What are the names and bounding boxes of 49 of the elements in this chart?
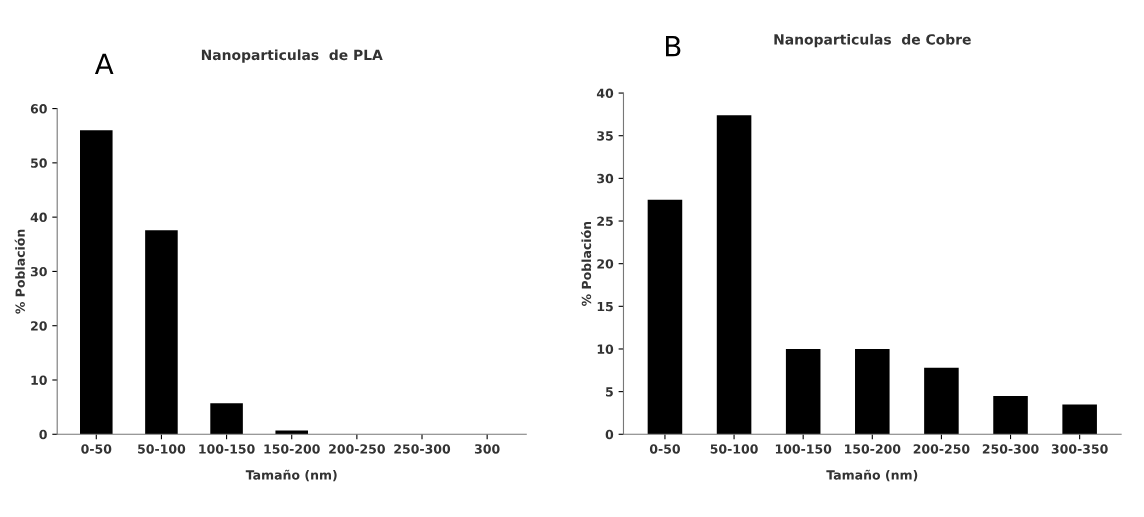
x-tick-label: 250-300 [982, 444, 1039, 454]
y-tick-label: 40 [30, 212, 47, 223]
y-tick-label: 0 [39, 429, 47, 440]
bar [145, 230, 178, 435]
bar [924, 367, 959, 435]
chart-title: Nanoparticulas de PLA [201, 49, 383, 63]
text: A [94, 53, 114, 74]
x-tick-label: 100-150 [775, 444, 832, 454]
x-tick-label: 150-200 [845, 444, 901, 454]
x-tick-label: 200-250 [329, 444, 385, 454]
bar [716, 115, 752, 435]
x-tick-label: 50-100 [138, 444, 186, 454]
y-tick-label: 25 [597, 216, 613, 226]
y-tick-label: 40 [596, 88, 614, 98]
bar [855, 348, 890, 435]
bar [647, 199, 683, 435]
x-tick-label: 100-150 [199, 444, 255, 454]
y-tick-label: 15 [597, 301, 613, 312]
y-axis-title: % Población [14, 229, 25, 314]
bar [993, 395, 1028, 435]
y-axis-title: % Población [580, 221, 592, 307]
text: B [666, 36, 681, 57]
x-tick-label: 300 [474, 444, 500, 454]
x-tick-label: 250-300 [394, 444, 451, 454]
x-tick-label: 150-200 [264, 444, 320, 454]
y-tick-label: 0 [605, 429, 614, 440]
y-tick-label: 60 [30, 104, 47, 114]
x-tick-label: 0-50 [649, 444, 680, 454]
bar [275, 430, 309, 435]
y-tick-label: 10 [31, 375, 47, 385]
y-tick-label: 20 [597, 259, 614, 269]
x-tick-label: 50-100 [710, 444, 758, 454]
x-tick-label: 200-250 [913, 444, 970, 454]
bar [80, 130, 113, 435]
x-tick-label: 300-350 [1051, 444, 1108, 454]
y-tick-label: 50 [31, 158, 47, 168]
bar [210, 403, 243, 435]
y-tick-label: 30 [30, 266, 47, 277]
y-tick-label: 5 [606, 387, 613, 397]
y-tick-label: 20 [31, 321, 47, 331]
bar [1062, 404, 1097, 435]
bar [785, 348, 821, 435]
y-tick-label: 35 [597, 131, 613, 141]
y-tick-label: 10 [597, 344, 614, 354]
x-axis-title: Tamaño (nm) [245, 469, 337, 482]
x-axis-title: Tamaño (nm) [826, 469, 918, 482]
y-tick-label: 30 [597, 173, 614, 184]
chart-title: Nanoparticulas de Cobre [774, 33, 971, 48]
x-tick-label: 0-50 [81, 444, 112, 454]
